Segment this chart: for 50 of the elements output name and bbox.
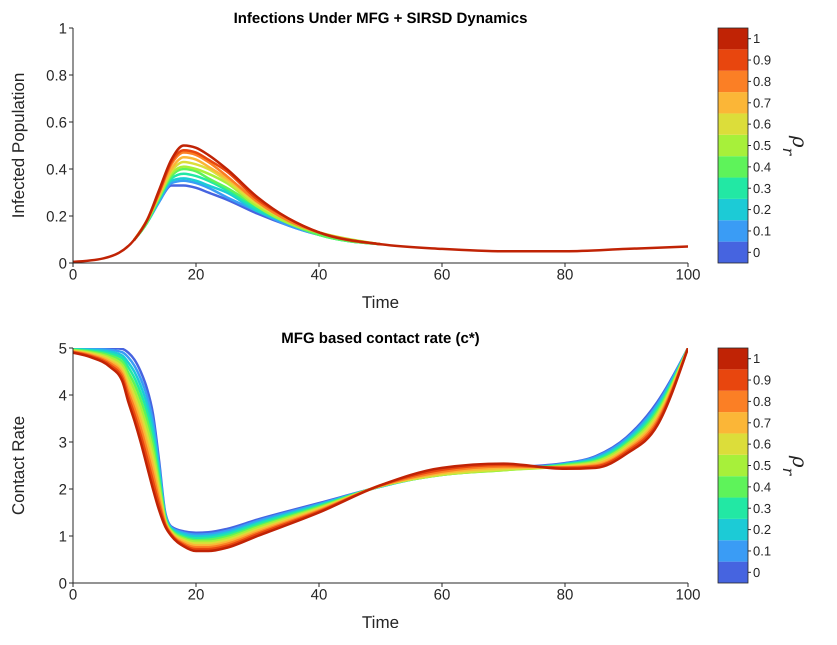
color-bar-label: 0.9: [753, 372, 772, 388]
x-tick-label: 100: [675, 266, 701, 284]
color-bar-label: 0.6: [753, 116, 772, 132]
color-bar-label: 0.9: [753, 52, 772, 68]
color-bar-label: 0.5: [753, 458, 772, 474]
color-bar-label: 0.2: [753, 522, 772, 538]
color-bar-label: 0.1: [753, 544, 772, 559]
y-tick-label: 0.6: [46, 114, 67, 132]
y-tick-label: 2: [58, 481, 67, 498]
color-bar-label: 0: [753, 244, 760, 260]
color-bar-label: 0.8: [753, 74, 772, 89]
y-tick-label: 0.8: [46, 67, 67, 84]
x-tick-label: 60: [434, 266, 450, 284]
color-bar-label: 0.4: [753, 159, 772, 174]
x-tick-label: 20: [188, 266, 204, 284]
x-axis-title: Time: [362, 613, 400, 632]
color-bar-label: 0.7: [753, 415, 772, 430]
color-bar-label: 0.5: [753, 138, 772, 154]
color-bar-label: 0.6: [753, 436, 772, 452]
color-bar-label: 0.8: [753, 394, 772, 409]
color-bar-label: 0.2: [753, 202, 772, 218]
y-tick-label: 0.4: [46, 161, 67, 178]
color-bar-label: 0.1: [753, 224, 772, 239]
x-tick-label: 80: [556, 266, 574, 284]
x-tick-label: 20: [188, 586, 204, 604]
y-tick-label: 0: [58, 255, 67, 272]
x-tick-label: 60: [434, 586, 450, 604]
y-tick-label: 5: [58, 340, 67, 358]
color-bar-label: 0.3: [753, 180, 772, 196]
y-tick-label: 1: [58, 20, 67, 38]
y-tick-label: 0: [58, 575, 67, 592]
color-bar-label: 0: [753, 564, 760, 580]
color-bar-label: 0.4: [753, 479, 772, 494]
y-axis-title: Contact Rate: [9, 416, 28, 516]
color-bar-label: 0.3: [753, 500, 772, 516]
y-tick-label: 0.2: [46, 208, 67, 226]
chart-title: MFG based contact rate (c*): [280, 330, 481, 347]
y-tick-label: 3: [58, 434, 67, 452]
color-bar-label: 1: [753, 351, 760, 366]
y-tick-label: 4: [58, 387, 67, 404]
color-bar-label: 1: [753, 31, 760, 46]
color-bar-label: 0.7: [753, 95, 772, 110]
y-tick-label: 1: [58, 528, 67, 546]
x-tick-label: 40: [310, 586, 328, 604]
y-axis-title: Infected Population: [9, 72, 28, 218]
chart-title: Infections Under MFG + SIRSD Dynamics: [232, 10, 528, 27]
x-tick-label: 80: [556, 586, 574, 604]
x-tick-label: 40: [310, 266, 328, 284]
x-axis-title: Time: [362, 293, 400, 312]
x-tick-label: 100: [675, 586, 701, 604]
